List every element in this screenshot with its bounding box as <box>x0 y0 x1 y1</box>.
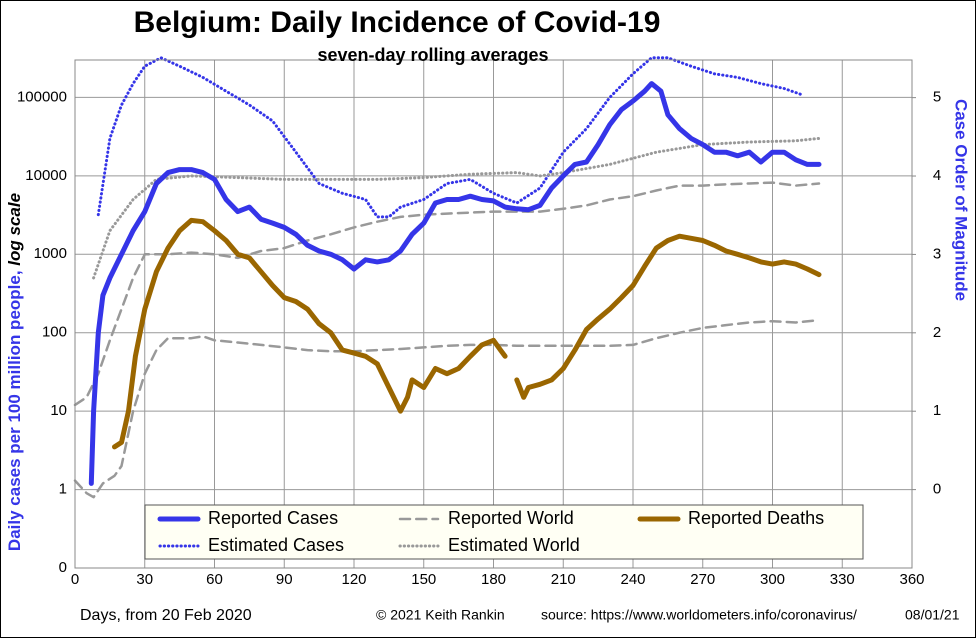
legend-label: Estimated World <box>448 535 580 555</box>
y-axis-label-note: log scale <box>5 193 24 266</box>
series-line <box>73 318 821 499</box>
chart-subtitle: seven-day rolling averages <box>317 45 548 65</box>
x-tick-label: 0 <box>71 571 79 588</box>
series-line <box>88 81 822 486</box>
y2-tick-label: 3 <box>933 245 941 262</box>
y-axis-label-main: Daily cases per 100 million people, <box>5 266 24 551</box>
y-tick-label: 0 <box>59 559 67 576</box>
legend-label: Estimated Cases <box>208 535 344 555</box>
y2-axis-label: Case Order of Magnitude <box>952 99 971 301</box>
y2-tick-label: 2 <box>933 324 941 341</box>
y-tick-label: 100 <box>42 324 67 341</box>
x-tick-label: 90 <box>276 571 293 588</box>
date: 08/01/21 <box>905 607 960 623</box>
legend-label: Reported Deaths <box>688 508 824 528</box>
credit: © 2021 Keith Rankin <box>376 607 505 623</box>
x-axis-label: Days, from 20 Feb 2020 <box>80 607 252 624</box>
legend-label: Reported Cases <box>208 508 338 528</box>
x-tick-label: 240 <box>620 571 645 588</box>
legend-items: Reported Cases Estimated Cases Reported Wo… <box>157 508 824 555</box>
legend-label: Reported World <box>448 508 574 528</box>
y-tick-label: 10 <box>50 402 67 419</box>
series-line <box>73 181 821 407</box>
chart-title: Belgium: Daily Incidence of Covid-19 <box>134 6 661 39</box>
y-tick-label: 100000 <box>17 88 67 105</box>
y-tick-label: 1000 <box>34 245 67 262</box>
series-line <box>96 56 802 219</box>
x-tick-label: 150 <box>411 571 436 588</box>
legend <box>144 504 864 560</box>
source: source: https://www.worldometers.info/co… <box>541 607 857 623</box>
series-line <box>112 217 822 450</box>
y2-tick-label: 5 <box>933 89 941 106</box>
x-tick-label: 330 <box>830 571 855 588</box>
x-tick-label: 360 <box>899 571 924 588</box>
y-tick-label: 10000 <box>25 167 67 184</box>
y-axis-label: Daily cases per 100 million people, log … <box>5 193 24 551</box>
x-tick-label: 210 <box>551 571 576 588</box>
x-tick-label: 60 <box>206 571 223 588</box>
x-tick-label: 300 <box>760 571 785 588</box>
plot-lines <box>73 56 822 499</box>
x-tick-label: 120 <box>341 571 366 588</box>
x-tick-label: 30 <box>136 571 153 588</box>
plot-border <box>74 59 913 569</box>
x-tick-label: 270 <box>690 571 715 588</box>
y2-tick-label: 4 <box>933 167 941 184</box>
y2-tick-label: 1 <box>933 402 941 419</box>
y2-tick-label: 0 <box>933 481 941 498</box>
y-tick-label: 1 <box>59 481 67 498</box>
x-tick-label: 180 <box>481 571 506 588</box>
